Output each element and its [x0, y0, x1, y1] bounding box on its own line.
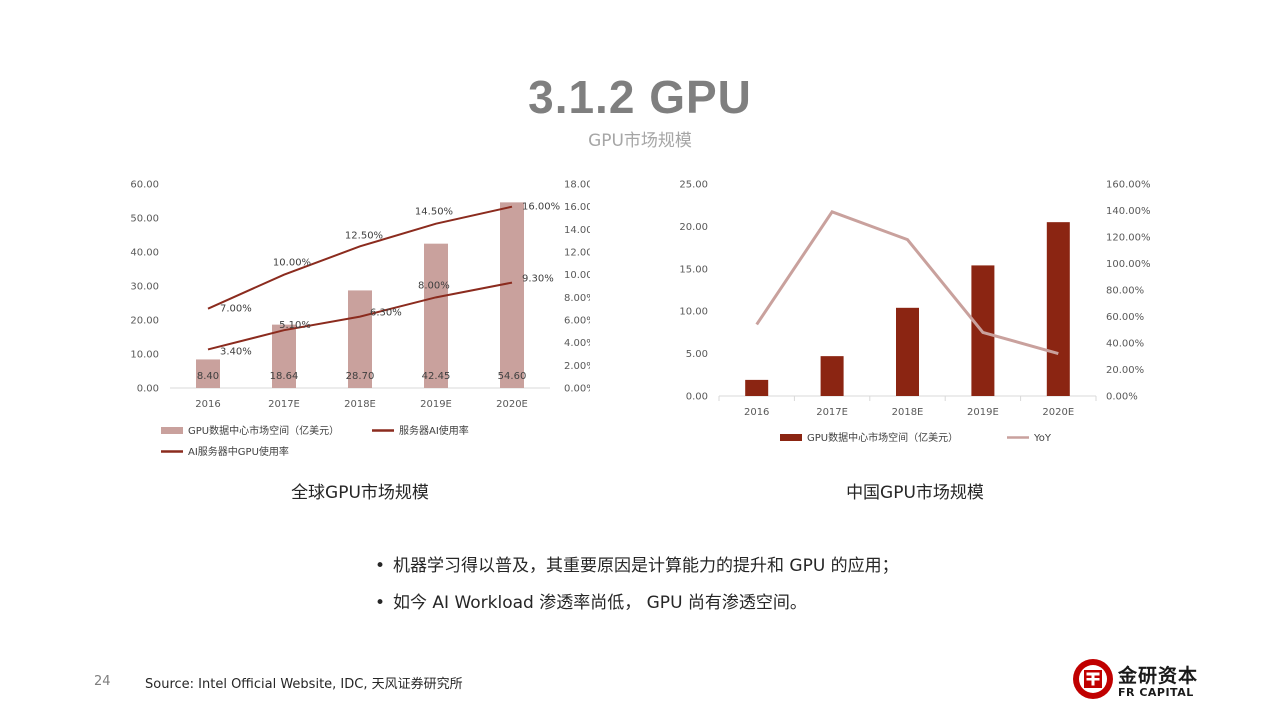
china-gpu-market-chart: 0.00 5.00 10.00 15.00 20.00 25.00 0.00% 20.00% 4… [679, 180, 1151, 445]
legend-label: GPU数据中心市场空间（亿美元） [807, 431, 958, 444]
bullet-text: 机器学习得以普及，其重要原因是计算能力的提升和 GPU 的应用； [393, 556, 899, 576]
y2-tick-label: 2.00% [564, 361, 590, 372]
y-tick-label: 60.00 [130, 180, 159, 191]
legend-label: AI服务器中GPU使用率 [188, 445, 289, 458]
logo-name-cn: 金研资本 [1118, 665, 1199, 687]
x-tick-label: 2020E [1042, 407, 1074, 418]
line-value-label: 5.10% [279, 320, 311, 331]
y2-tick-label: 14.00% [564, 225, 590, 236]
bar [196, 359, 220, 388]
legend-label: GPU数据中心市场空间（亿美元） [188, 424, 339, 437]
slide-subtitle: GPU市场规模 [588, 131, 692, 151]
y-tick-label: 25.00 [679, 180, 708, 191]
line-value-label: 3.40% [220, 346, 252, 357]
x-tick-label: 2019E [420, 399, 452, 410]
source-note: Source: Intel Official Website, IDC, 天风证… [145, 677, 463, 692]
y-tick-label: 50.00 [130, 214, 159, 225]
legend-swatch [161, 427, 183, 434]
bar-value-label: 28.70 [346, 371, 375, 382]
bullet-item: • 机器学习得以普及，其重要原因是计算能力的提升和 GPU 的应用； [375, 551, 899, 576]
series-line [207, 205, 513, 310]
legend-swatch [780, 434, 802, 441]
logo-name-en: FR CAPITAL [1118, 686, 1194, 699]
y2-tick-label: 100.00% [1106, 259, 1151, 270]
bar-value-label: 8.40 [197, 371, 219, 382]
global-gpu-market-chart: 0.00 10.00 20.00 30.00 40.00 50.00 60.00 0.00% 2… [130, 180, 590, 459]
y2-tick-label: 80.00% [1106, 286, 1144, 297]
bar [896, 307, 919, 396]
y-tick-label: 40.00 [130, 248, 159, 259]
bar [820, 356, 844, 396]
y-tick-label: 0.00 [137, 384, 159, 395]
x-tick-label: 2017E [816, 407, 848, 418]
y-tick-label: 10.00 [679, 307, 708, 318]
bar-value-label: 42.45 [422, 371, 451, 382]
y2-tick-label: 6.00% [564, 316, 590, 327]
x-tick-label: 2018E [344, 399, 376, 410]
legend-label: YoY [1033, 433, 1052, 444]
bar-value-label: 54.60 [498, 371, 527, 382]
y-tick-label: 5.00 [686, 349, 708, 360]
y-tick-label: 20.00 [130, 316, 159, 327]
slide-title: 3.1.2 GPU [528, 71, 752, 123]
bar [500, 202, 524, 388]
y2-tick-label: 140.00% [1106, 206, 1151, 217]
y2-tick-label: 10.00% [564, 270, 590, 281]
bullet-dot-icon: • [375, 593, 386, 613]
line-value-label: 8.00% [418, 280, 450, 291]
page-number: 24 [94, 674, 111, 689]
y2-tick-label: 20.00% [1106, 365, 1144, 376]
bar [1046, 222, 1070, 396]
bar [745, 379, 769, 396]
y2-tick-label: 12.00% [564, 248, 590, 259]
y2-tick-label: 18.00% [564, 180, 590, 191]
line-value-label: 9.30% [522, 274, 554, 285]
y2-tick-label: 40.00% [1106, 339, 1144, 350]
series-line [755, 210, 1059, 356]
x-tick-label: 2018E [892, 407, 924, 418]
chart2-caption: 中国GPU市场规模 [846, 483, 984, 503]
y2-tick-label: 16.00% [564, 202, 590, 213]
y-tick-label: 0.00 [686, 392, 708, 403]
y2-tick-label: 4.00% [564, 338, 590, 349]
line-value-label: 14.50% [415, 207, 453, 218]
bullet-item: • 如今 AI Workload 渗透率尚低， GPU 尚有渗透空间。 [375, 588, 807, 613]
y2-tick-label: 8.00% [564, 293, 590, 304]
y-tick-label: 10.00 [130, 350, 159, 361]
y2-tick-label: 160.00% [1106, 180, 1151, 191]
line-value-label: 16.00% [522, 202, 560, 213]
line-value-label: 7.00% [220, 304, 252, 315]
x-tick-label: 2019E [967, 407, 999, 418]
bar [348, 290, 372, 388]
y-tick-label: 15.00 [679, 264, 708, 275]
y-tick-label: 20.00 [679, 222, 708, 233]
line-value-label: 6.30% [370, 308, 402, 319]
chart1-caption: 全球GPU市场规模 [291, 483, 429, 503]
x-tick-label: 2016 [195, 399, 220, 410]
line-value-label: 12.50% [345, 230, 383, 241]
fr-capital-logo-icon [1073, 659, 1113, 699]
y2-tick-label: 60.00% [1106, 312, 1144, 323]
y2-tick-label: 120.00% [1106, 233, 1151, 244]
y-tick-label: 30.00 [130, 282, 159, 293]
bullet-text: 如今 AI Workload 渗透率尚低， GPU 尚有渗透空间。 [393, 593, 807, 613]
y2-tick-label: 0.00% [564, 384, 590, 395]
line-value-label: 10.00% [273, 258, 311, 269]
series-line [207, 281, 513, 351]
bar [424, 243, 448, 388]
x-tick-label: 2017E [268, 399, 300, 410]
bullet-dot-icon: • [375, 556, 386, 576]
legend-label: 服务器AI使用率 [399, 424, 469, 437]
bar-value-label: 18.64 [270, 371, 299, 382]
x-tick-label: 2016 [744, 407, 769, 418]
y2-tick-label: 0.00% [1106, 392, 1138, 403]
x-tick-label: 2020E [496, 399, 528, 410]
bar [272, 324, 296, 388]
